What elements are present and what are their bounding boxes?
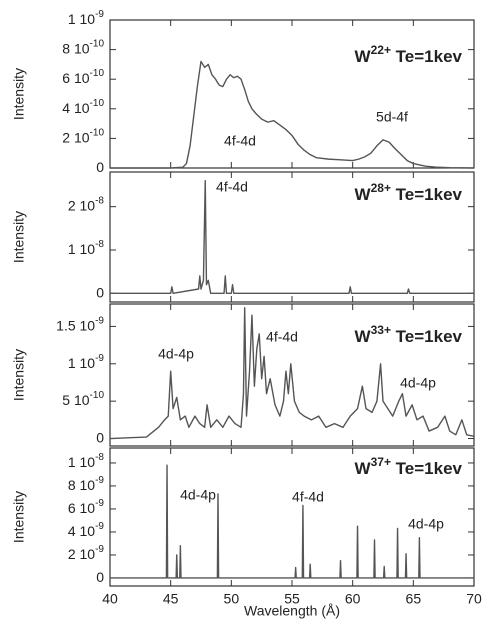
x-tick-label: 45 [163,591,179,607]
annotation: 4f-4d [266,329,298,345]
y-tick-label-exponent: -10 [90,127,105,138]
y-tick-label: 1 10-9 [68,9,105,27]
y-tick-label-base: 1 10 [68,454,95,470]
y-tick-label-exponent: -8 [95,452,104,463]
y-tick-label-exponent: -10 [90,97,105,108]
annotation: 4f-4d [216,179,248,195]
y-tick-label-base: 5 10 [62,392,89,408]
y-tick-label: 2 10-8 [68,195,105,213]
x-tick-label: 65 [406,591,422,607]
annotation: 4f-4d [224,133,256,149]
y-tick-label-exponent: -8 [95,239,104,250]
y-tick-label: 6 10-10 [62,68,104,86]
y-tick-label: 0 [96,429,104,445]
panel-title-part: Te=1kev [391,459,463,478]
y-tick-label-base: 2 10 [62,129,89,145]
y-axis-label: Intensity [11,211,27,263]
x-axis-label: Wavelength (Å) [244,603,340,619]
y-tick-label-base: 6 10 [62,70,89,86]
y-tick-label-exponent: -9 [95,544,104,555]
panel-title-part: 22+ [371,43,391,57]
panel-title-part: Te=1kev [391,47,463,66]
panel-title-part: W [355,459,372,478]
annotation: 4d-4p [180,487,216,503]
y-tick-label-base: 1 10 [68,354,95,370]
panel-title-part: 33+ [371,323,391,337]
y-tick-label-exponent: -10 [90,390,105,401]
y-tick-label: 4 10-10 [62,97,104,115]
y-tick-label: 1 10-9 [68,352,105,370]
x-tick-label: 60 [345,591,361,607]
y-axis-label: Intensity [11,349,27,401]
y-tick-label-base: 0 [96,569,104,585]
y-tick-label-exponent: -9 [95,498,104,509]
y-axis-label: Intensity [11,491,27,543]
y-tick-label-base: 0 [96,159,104,175]
y-tick-label-exponent: -10 [90,68,105,79]
annotation: 4d-4p [158,346,194,362]
y-tick-label-exponent: -9 [95,521,104,532]
y-tick-label: 1.5 10-9 [56,315,104,333]
y-tick-label-exponent: -8 [95,195,104,206]
panel-title-part: W [355,327,372,346]
y-tick-label: 0 [96,569,104,585]
annotation: 4f-4d [292,489,324,505]
y-tick-label: 6 10-9 [68,498,105,516]
y-tick-label: 0 [96,284,104,300]
y-tick-label-base: 6 10 [68,500,95,516]
panel-frame [109,19,475,169]
y-axis-label: Intensity [11,68,27,120]
y-tick-label-base: 4 10 [68,523,95,539]
y-tick-label: 2 10-9 [68,544,105,562]
panel-title-part: W [355,47,372,66]
y-tick-label: 8 10-10 [62,38,104,56]
annotation: 5d-4f [376,109,408,125]
y-tick-label-exponent: -9 [95,9,104,20]
x-tick-label: 50 [224,591,240,607]
panel-title-part: Te=1kev [391,185,463,204]
x-tick-label: 70 [466,591,482,607]
panel-title-part: 37+ [371,455,391,469]
y-tick-label-base: 4 10 [62,100,89,116]
panel-title: W28+ Te=1kev [355,181,463,204]
spectrum-line [110,60,475,169]
y-tick-label-base: 0 [96,284,104,300]
annotation: 4d-4p [400,375,436,391]
y-tick-label-exponent: -9 [95,352,104,363]
panel-title: W22+ Te=1kev [355,43,463,66]
spectrum-line [109,307,475,440]
spectrum-line [110,179,474,295]
panel-title-part: Te=1kev [391,327,463,346]
y-tick-label-base: 2 10 [68,546,95,562]
y-tick-label: 1 10-8 [68,452,105,470]
y-tick-label: 1 10-8 [68,239,105,257]
y-tick-label: 5 10-10 [62,390,104,408]
annotation: 4d-4p [408,516,444,532]
y-tick-label: 4 10-9 [68,521,105,539]
y-tick-label-exponent: -9 [95,475,104,486]
y-tick-label-base: 0 [96,429,104,445]
panel-title-part: 28+ [371,181,391,195]
panel-title: W37+ Te=1kev [355,455,463,478]
spectrum-line [110,464,474,579]
y-tick-label-base: 1 10 [68,241,95,257]
y-tick-label-base: 1 10 [68,11,95,27]
panel-title: W33+ Te=1kev [355,323,463,346]
panel-title-part: W [355,185,372,204]
x-tick-label: 40 [102,591,118,607]
y-tick-label-base: 1.5 10 [56,317,95,333]
y-tick-label-base: 2 10 [68,197,95,213]
y-tick-label-exponent: -10 [90,38,105,49]
y-tick-label: 8 10-9 [68,475,105,493]
y-tick-label: 2 10-10 [62,127,104,145]
y-tick-label-base: 8 10 [62,40,89,56]
y-tick-label-base: 8 10 [68,477,95,493]
y-tick-label: 0 [96,159,104,175]
x-tick-label: 55 [284,591,300,607]
y-tick-label-exponent: -9 [95,315,104,326]
